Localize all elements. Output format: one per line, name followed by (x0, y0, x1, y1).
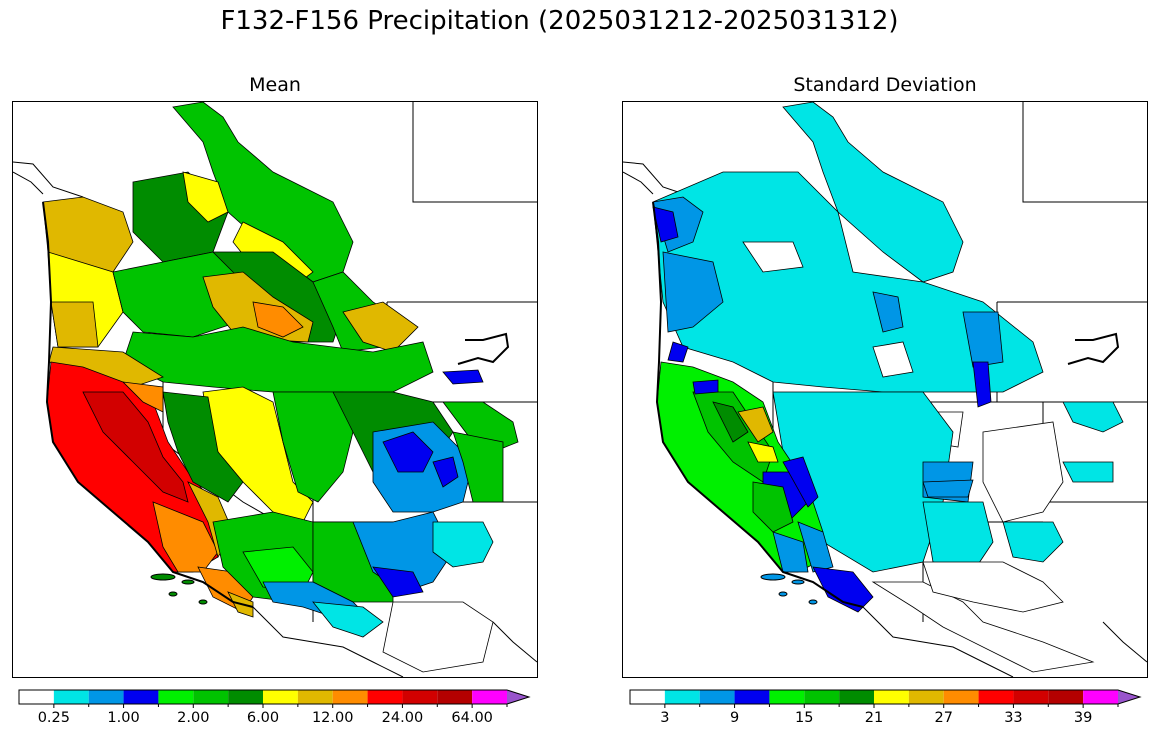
std-colorbar (629, 689, 1142, 708)
colorbar-outline (18, 689, 531, 705)
colorbar-swatch (1083, 690, 1118, 704)
colorbar-tick-label: 21 (864, 710, 884, 726)
colorbar-swatch (402, 690, 438, 704)
colorbar-tick-label: 39 (1073, 710, 1093, 726)
colorbar-tick-label: 12.00 (311, 710, 354, 726)
channel-islands (150, 573, 208, 605)
colorbar-tick-label: 27 (934, 710, 953, 726)
colorbar-tick-label: 2.00 (177, 710, 210, 726)
mean-colorbar (18, 689, 531, 708)
std-colorbar-svg (629, 689, 1142, 708)
colorbar-swatch (297, 690, 333, 704)
colorbar-swatch (332, 690, 368, 704)
colorbar-tick-label: 33 (1004, 710, 1023, 726)
colorbar-swatch (472, 690, 507, 704)
mean-map-svg (13, 102, 537, 677)
std-watersheds (652, 102, 1124, 673)
figure-title: F132-F156 Precipitation (2025031212-2025… (220, 6, 899, 36)
channel-islands (760, 573, 818, 605)
colorbar-swatch (193, 690, 229, 704)
mean-colorbar-svg (18, 689, 531, 708)
colorbar-swatch (88, 690, 124, 704)
colorbar-tick-label: 15 (795, 710, 814, 726)
colorbar-swatch (19, 690, 54, 704)
colorbar-tick-label: 0.25 (37, 710, 70, 726)
colorbar-swatch (839, 690, 874, 704)
colorbar-tick-label: 9 (729, 710, 740, 726)
colorbar-tick-label: 3 (660, 710, 670, 726)
colorbar-tick-label: 6.00 (246, 710, 280, 726)
colorbar-swatch (978, 690, 1014, 704)
colorbar-swatch (630, 690, 665, 704)
colorbar-swatch (943, 690, 979, 704)
colorbar-swatch (228, 690, 263, 704)
colorbar-swatch (1118, 690, 1140, 704)
colorbar-swatch (53, 690, 89, 704)
colorbar-swatch (263, 690, 298, 704)
colorbar-tick-label: 64.00 (451, 710, 493, 726)
colorbar-swatch (507, 690, 529, 704)
std-precip-map (622, 101, 1148, 678)
colorbar-swatch (699, 690, 735, 704)
std-map-svg (623, 102, 1147, 677)
panel-title-std: Standard Deviation (793, 74, 977, 96)
panel-title-mean: Mean (249, 74, 301, 96)
mean-watersheds (42, 102, 519, 673)
colorbar-swatch (367, 690, 403, 704)
mean-precip-map (12, 101, 538, 678)
colorbar-swatch (1013, 690, 1049, 704)
colorbar-outline (629, 689, 1142, 705)
colorbar-swatch (769, 690, 805, 704)
colorbar-swatch (664, 690, 700, 704)
colorbar-tick-label: 24.00 (381, 710, 424, 726)
colorbar-swatch (1048, 690, 1084, 704)
colorbar-swatch (874, 690, 909, 704)
colorbar-swatch (123, 690, 159, 704)
colorbar-swatch (158, 690, 194, 704)
colorbar-swatch (804, 690, 840, 704)
colorbar-swatch (437, 690, 473, 704)
colorbar-swatch (734, 690, 770, 704)
colorbar-tick-label: 1.00 (107, 710, 140, 726)
colorbar-swatch (908, 690, 944, 704)
